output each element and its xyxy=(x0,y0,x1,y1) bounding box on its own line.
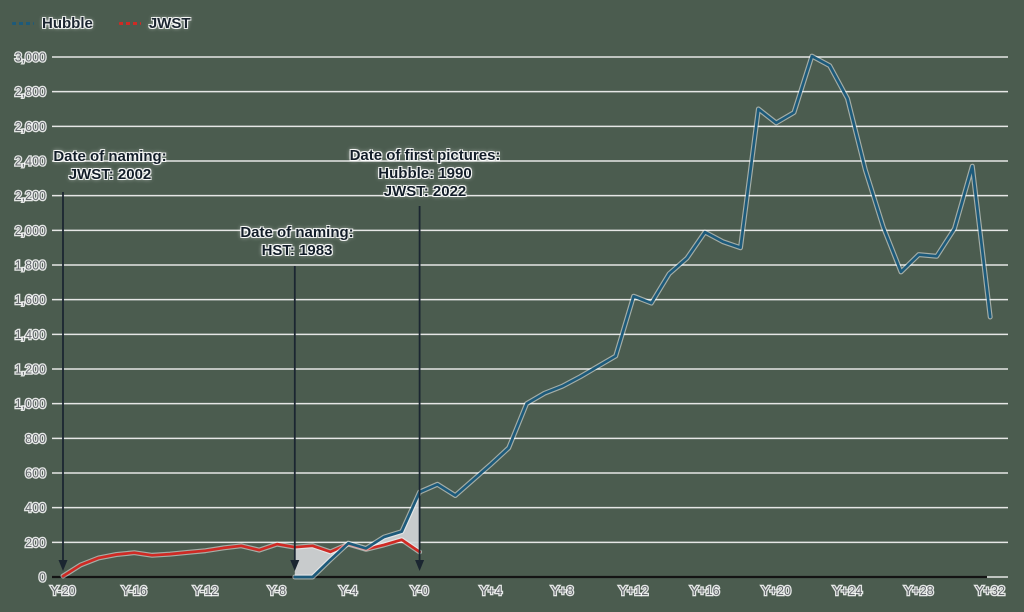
legend-label-jwst: JWST xyxy=(148,15,191,32)
x-tick-label: Y-4 xyxy=(339,584,357,598)
y-tick-label: 800 xyxy=(25,432,46,446)
y-tick-label: 1,200 xyxy=(15,363,46,377)
y-tick-label: 2,000 xyxy=(15,224,46,238)
hubble-dash-swatch-icon xyxy=(12,22,34,25)
jwst-dash-swatch-icon xyxy=(118,22,141,25)
y-tick-label: 200 xyxy=(25,536,46,550)
y-tick-label: 400 xyxy=(25,501,46,515)
y-tick-label: 1,000 xyxy=(15,397,46,411)
hubble-line-halo xyxy=(292,53,993,580)
naming-hst-arrowhead-icon xyxy=(290,560,300,571)
naming-jwst-arrowhead-icon xyxy=(58,560,68,571)
annotation-line: Hubble: 1990 xyxy=(378,165,472,182)
annotation-line: Date of naming: xyxy=(240,224,354,241)
x-tick-label: Y-8 xyxy=(268,584,286,598)
difference-area xyxy=(294,492,420,577)
legend-item-hubble[interactable]: Hubble xyxy=(12,15,93,32)
jwst-line[interactable] xyxy=(61,538,421,578)
annotation-first-pictures: Date of first pictures: Hubble: 1990 JWST:… xyxy=(350,147,501,201)
x-tick-label: Y+16 xyxy=(690,584,720,598)
x-tick-label: Y+24 xyxy=(833,584,863,598)
annotation-line: Date of first pictures: xyxy=(349,147,501,164)
legend-item-jwst[interactable]: JWST xyxy=(118,15,191,32)
annotation-naming-hst: Date of naming: HST: 1983 xyxy=(240,224,353,260)
x-tick-label: Y+20 xyxy=(761,584,791,598)
x-tick-label: Y-12 xyxy=(193,584,218,598)
hubble-line[interactable] xyxy=(293,54,992,579)
legend-label-hubble: Hubble xyxy=(42,15,93,32)
x-tick-label: Y+8 xyxy=(551,584,574,598)
y-tick-label: 1,400 xyxy=(15,328,46,342)
x-tick-label: Y+12 xyxy=(619,584,649,598)
annotation-line: Date of naming: xyxy=(53,148,167,165)
y-tick-label: 0 xyxy=(39,571,46,585)
annotation-line: JWST: 2002 xyxy=(68,166,152,183)
annotation-line: HST: 1983 xyxy=(261,242,333,259)
annotation-naming-jwst: Date of naming: JWST: 2002 xyxy=(53,148,166,184)
y-tick-label: 2,400 xyxy=(15,155,46,169)
y-tick-label: 2,800 xyxy=(15,85,46,99)
x-tick-label: Y+28 xyxy=(904,584,934,598)
x-tick-label: Y+4 xyxy=(480,584,503,598)
first-pictures-arrowhead-icon xyxy=(415,560,425,571)
y-tick-label: 1,600 xyxy=(15,293,46,307)
y-tick-label: 2,600 xyxy=(15,120,46,134)
x-tick-label: Y-0 xyxy=(410,584,428,598)
annotation-line: JWST: 2022 xyxy=(383,183,467,200)
x-tick-label: Y-20 xyxy=(50,584,75,598)
y-tick-label: 600 xyxy=(25,467,46,481)
x-tick-label: Y-16 xyxy=(122,584,147,598)
y-tick-label: 3,000 xyxy=(15,51,46,65)
y-tick-label: 1,800 xyxy=(15,259,46,273)
y-tick-label: 2,200 xyxy=(15,189,46,203)
x-tick-label: Y+32 xyxy=(975,584,1005,598)
chart-legend: Hubble JWST xyxy=(12,15,191,32)
